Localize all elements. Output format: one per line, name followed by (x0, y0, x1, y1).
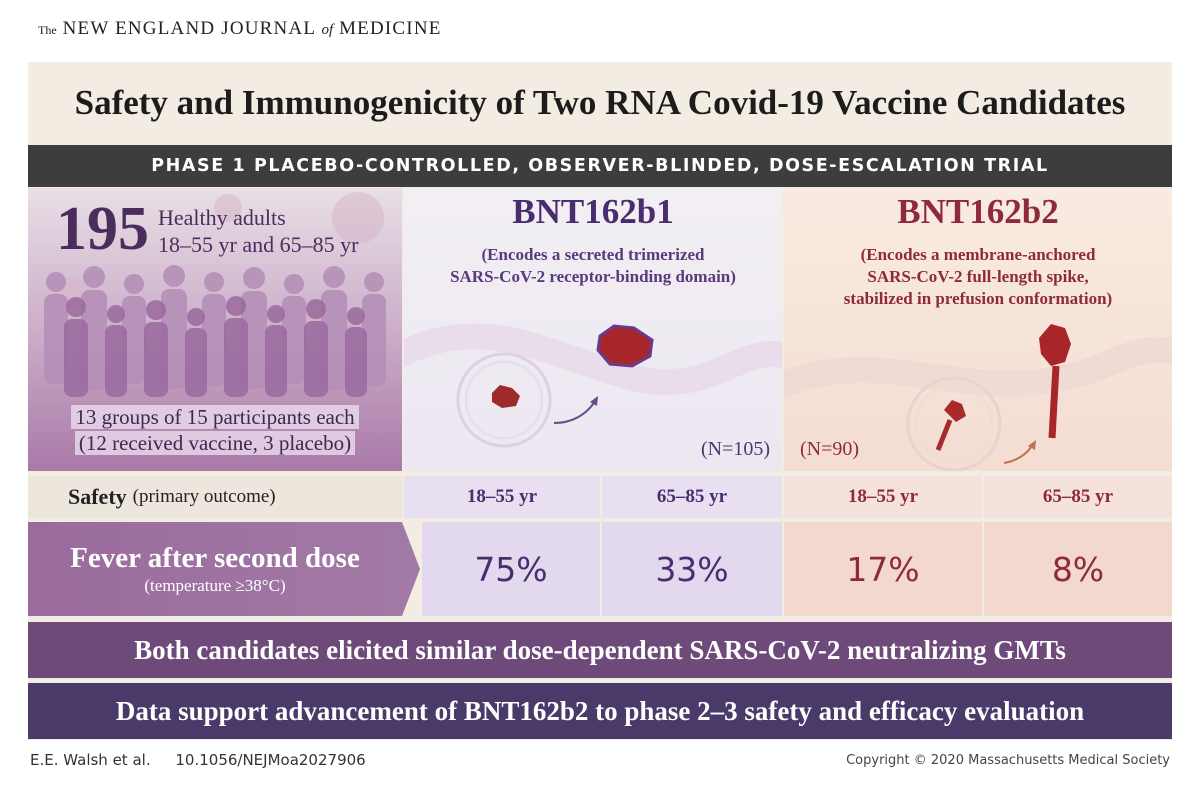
fever-title: Fever after second dose (70, 542, 360, 574)
age-group-b1-old: 65–85 yr (602, 476, 782, 518)
fever-pct-b2-old: 8% (984, 522, 1172, 616)
fever-label: Fever after second dose (temperature ≥38… (28, 522, 420, 616)
vaccine-desc-b1: (Encodes a secreted trimerized SARS-CoV-… (404, 244, 782, 288)
bnt162b1-panel: BNT162b1 (Encodes a secreted trimerized … (404, 188, 782, 471)
journal-masthead: The NEW ENGLAND JOURNAL of MEDICINE (38, 18, 442, 40)
age-group-b1-young: 18–55 yr (404, 476, 600, 518)
journal-the: The (38, 23, 57, 37)
groups-line1: 13 groups of 15 participants each (71, 405, 359, 429)
copyright: Copyright © 2020 Massachusetts Medical S… (846, 753, 1170, 768)
vaccine-name-b1: BNT162b1 (512, 192, 674, 231)
journal-of: of (321, 22, 334, 38)
citation: E.E. Walsh et al. 10.1056/NEJMoa2027906 (30, 751, 366, 769)
subtitle-bar: PHASE 1 PLACEBO-CONTROLLED, OBSERVER-BLI… (28, 145, 1172, 187)
virus-background-icon (46, 192, 384, 320)
sample-size-b1: (N=105) (700, 438, 770, 460)
fever-pct-b2-young: 17% (784, 522, 982, 616)
groups-description: 13 groups of 15 participants each (12 re… (28, 404, 402, 456)
conclusion-advancement: Data support advancement of BNT162b2 to … (28, 683, 1172, 739)
doi-link[interactable]: 10.1056/NEJMoa2027906 (175, 751, 366, 769)
vaccine-desc-b2-line1: (Encodes a membrane-anchored (860, 245, 1096, 264)
vaccine-desc-b2-line3: stabilized in prefusion conformation) (843, 289, 1113, 308)
groups-line2: (12 received vaccine, 3 placebo) (74, 431, 356, 455)
safety-label-rest: (primary outcome) (132, 486, 276, 507)
fever-text: Fever after second dose (temperature ≥38… (28, 522, 402, 616)
spike-illustration-icon (784, 324, 1172, 471)
journal-name-end: MEDICINE (339, 18, 442, 39)
authors: E.E. Walsh et al. (30, 751, 151, 769)
journal-name: NEW ENGLAND JOURNAL (62, 18, 316, 39)
participant-desc-line2: 18–55 yr and 65–85 yr (158, 232, 359, 257)
safety-label: Safety (primary outcome) (28, 476, 402, 518)
bnt162b2-panel: BNT162b2 (Encodes a membrane-anchored SA… (784, 188, 1172, 471)
fever-arrow-shape (28, 522, 420, 616)
participant-description: Healthy adults 18–55 yr and 65–85 yr (158, 204, 358, 258)
crowd-silhouette-icon (44, 265, 386, 397)
page-title: Safety and Immunogenicity of Two RNA Cov… (74, 83, 1126, 122)
trial-design: PHASE 1 PLACEBO-CONTROLLED, OBSERVER-BLI… (151, 156, 1049, 176)
sample-size-b2: (N=90) (800, 438, 860, 460)
fever-pct-b1-old: 33% (602, 522, 782, 616)
fever-subtitle: (temperature ≥38°C) (144, 576, 286, 595)
vaccine-desc-b1-line2: SARS-CoV-2 receptor-binding domain) (450, 267, 736, 286)
participants-panel: 195 Healthy adults 18–55 yr and 65–85 yr (28, 188, 402, 471)
age-group-b2-old: 65–85 yr (984, 476, 1172, 518)
fever-pct-b1-young: 75% (422, 522, 600, 616)
participant-count: 195 (56, 195, 149, 263)
vaccine-desc-b2: (Encodes a membrane-anchored SARS-CoV-2 … (784, 244, 1172, 310)
conclusion-immunogenicity: Both candidates elicited similar dose-de… (28, 622, 1172, 678)
rbd-illustration-icon (404, 323, 782, 448)
vaccine-desc-b2-line2: SARS-CoV-2 full-length spike, (867, 267, 1089, 286)
age-group-b2-young: 18–55 yr (784, 476, 982, 518)
title-bar: Safety and Immunogenicity of Two RNA Cov… (28, 62, 1172, 144)
participant-desc-line1: Healthy adults (158, 205, 286, 230)
vaccine-name-b2: BNT162b2 (897, 192, 1059, 231)
vaccine-desc-b1-line1: (Encodes a secreted trimerized (481, 245, 705, 264)
safety-label-bold: Safety (68, 484, 127, 509)
